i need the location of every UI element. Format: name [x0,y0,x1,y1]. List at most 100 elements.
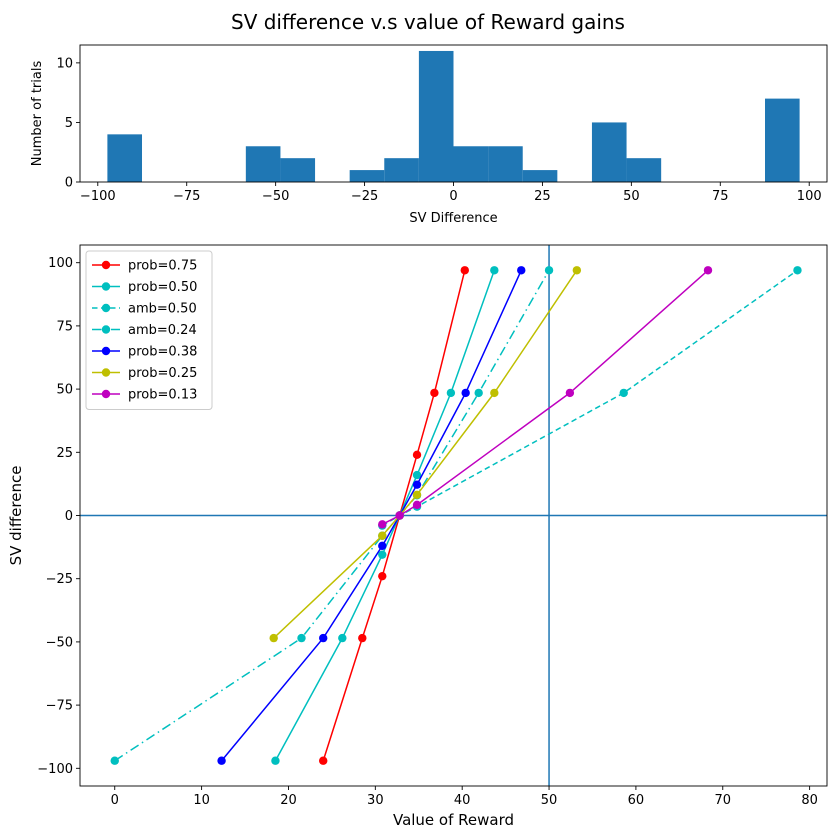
histogram-x-tick-label: 50 [623,189,640,204]
histogram-x-tick-label: −75 [173,189,200,204]
data-point [297,633,306,643]
line-x-tick-label: 70 [714,793,731,808]
line-chart: 0 10 20 30 40 50 60 70 80 −100 −75 −50 −25 0 25 50 75 10… [7,244,828,829]
legend-marker [101,303,111,313]
line-x-tick-label: 40 [454,793,471,808]
data-point [474,388,483,398]
histogram-bar-1 [245,146,281,182]
reference-lines [80,245,827,786]
data-point [378,541,387,551]
legend-label: prob=0.13 [128,388,197,403]
histogram-x-ticks: −100 −75 −50 −25 0 25 50 75 100 [80,182,822,204]
data-point [395,511,404,520]
line-series-group [110,266,802,765]
legend-label: prob=0.50 [128,280,197,295]
series-line [273,269,578,639]
line-y-tick-label: 0 [65,509,73,524]
legend-marker [101,282,111,291]
histogram-chart: −100 −75 −50 −25 0 25 50 75 100 0 5 10 SV Differen… [30,44,828,226]
data-point [490,388,499,398]
data-point [378,550,387,559]
histogram-bar-3 [349,170,385,182]
series-prob=0.13 [378,266,713,529]
line-x-axis-label: Value of Reward [393,811,514,829]
line-y-ticks: −100 −75 −50 −25 0 25 50 75 100 [37,256,80,777]
histogram-bar-6 [453,146,489,182]
histogram-x-tick-label: −25 [351,189,378,204]
histogram-bar-10 [626,158,662,182]
data-point [271,756,280,765]
legend: prob=0.75 prob=0.50 amb=0.50 amb=0.24 prob=0… [85,250,213,410]
data-point [565,388,575,398]
histogram-bar-7 [488,146,523,182]
series-prob=0.25 [269,266,582,643]
data-point [703,266,713,275]
histogram-y-tick-label: 5 [65,116,73,131]
line-x-tick-label: 80 [801,793,818,808]
histogram-y-tick-label: 10 [56,56,73,71]
line-y-tick-label: −50 [46,635,73,650]
histogram-bar-0 [107,134,143,182]
histogram-x-tick-label: 75 [712,189,729,204]
line-y-tick-label: 75 [56,319,73,334]
data-point [619,388,628,398]
histogram-y-ticks: 0 5 10 [56,56,80,191]
legend-item: prob=0.13 [92,388,197,403]
legend-label: prob=0.25 [128,366,197,381]
line-x-tick-label: 0 [111,793,119,808]
histogram-bar-9 [591,122,627,182]
histogram-x-axis-label: SV Difference [409,211,497,226]
legend-label: amb=0.50 [128,302,197,317]
line-frame [79,244,828,787]
legend-marker [101,325,111,334]
line-y-tick-label: −75 [46,699,73,714]
legend-item: amb=0.24 [92,323,197,338]
data-point [338,633,347,643]
series-amb=0.50 [378,266,802,530]
series-line [381,269,709,526]
line-y-tick-label: 50 [56,383,73,398]
legend-marker [101,389,111,399]
legend-box [85,250,213,410]
line-x-tick-label: 60 [628,793,645,808]
histogram-x-tick-label: −50 [262,189,289,204]
line-y-axis-label: SV difference [7,466,25,566]
data-point [319,633,328,643]
legend-label: amb=0.24 [128,323,197,338]
histogram-frame [79,44,828,183]
data-point [490,266,499,275]
data-point [378,571,387,581]
legend-marker [101,260,111,270]
data-point [572,266,582,275]
legend-marker [101,368,111,377]
legend-item: prob=0.38 [92,345,197,360]
legend-label: prob=0.38 [128,345,197,360]
legend-marker [101,346,111,356]
line-x-tick-label: 50 [541,793,558,808]
histogram-x-tick-label: −100 [80,189,116,204]
data-point [378,520,387,529]
line-y-tick-label: −100 [37,762,73,777]
data-point [319,756,328,765]
legend-label: prob=0.75 [128,259,197,274]
histogram-y-axis-label: Number of trials [30,61,45,167]
line-y-tick-label: −25 [46,572,73,587]
histogram-x-tick-label: 100 [797,189,822,204]
data-point [412,470,422,480]
legend-item: prob=0.75 [92,259,197,274]
data-point [461,388,470,398]
data-point [517,266,526,275]
histogram-y-tick-label: 0 [65,176,73,191]
line-x-tick-label: 10 [193,793,210,808]
legend-item: amb=0.50 [92,302,197,317]
data-point [412,500,422,510]
data-point [412,450,422,460]
legend-item: prob=0.50 [92,280,197,295]
data-point [460,266,469,275]
data-point [412,480,422,489]
histogram-bar-5 [418,50,454,183]
histogram-x-tick-label: 0 [449,189,457,204]
data-point [793,266,802,275]
line-y-tick-label: 100 [48,256,73,271]
line-y-tick-label: 25 [56,446,73,461]
